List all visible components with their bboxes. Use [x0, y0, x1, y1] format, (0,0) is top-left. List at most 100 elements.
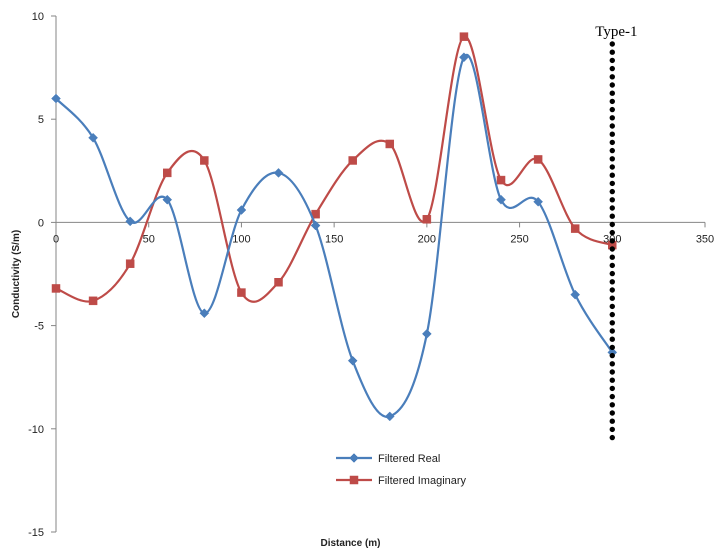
data-point-filtered-real — [422, 329, 432, 339]
annotation-dot — [609, 139, 615, 146]
annotation-dot — [609, 65, 615, 72]
series-layer — [51, 32, 618, 422]
x-tick-label: 100 — [232, 233, 250, 245]
data-point-filtered-imaginary — [496, 175, 506, 185]
annotation-dot — [609, 303, 615, 310]
annotation-dot — [609, 361, 615, 367]
y-tick-label: 5 — [38, 114, 44, 126]
y-tick-label: 10 — [32, 11, 44, 23]
y-tick-labels: 10 5 0 -5 -10 -15 — [28, 11, 44, 539]
data-point-filtered-real — [162, 194, 173, 205]
data-point-filtered-real — [310, 220, 321, 231]
series-line-filtered-real — [55, 53, 614, 418]
legend-marker-filtered-imaginary — [349, 475, 359, 485]
x-tick-label: 250 — [510, 233, 528, 245]
annotation-dot — [609, 426, 615, 433]
data-point-filtered-imaginary — [200, 156, 209, 165]
annotation-dot — [609, 41, 615, 47]
annotation-dot — [609, 287, 615, 293]
annotation-dot — [609, 74, 615, 80]
annotation-dot — [609, 164, 615, 170]
x-tick-label: 350 — [696, 233, 714, 245]
annotation-dot — [609, 229, 615, 236]
annotation-dot — [609, 369, 615, 375]
annotation-dot — [609, 98, 615, 105]
annotation-dot — [609, 385, 615, 392]
data-point-filtered-imaginary — [459, 32, 469, 41]
y-tick-label: -15 — [28, 527, 44, 539]
annotation-dot — [609, 352, 615, 359]
annotation-dot — [609, 434, 615, 441]
annotation-dot — [609, 213, 615, 219]
x-tick-label: 200 — [418, 233, 436, 245]
annotation-dot — [609, 402, 615, 408]
annotation-dot — [609, 238, 615, 244]
data-point-filtered-imaginary — [125, 259, 135, 268]
annotation-dot — [609, 106, 615, 113]
annotation-dot — [609, 377, 615, 383]
annotation-dot — [609, 180, 615, 187]
annotation-dot — [609, 115, 615, 121]
data-point-filtered-imaginary — [348, 156, 357, 165]
data-point-filtered-real — [236, 205, 247, 215]
annotation-layer — [609, 41, 615, 441]
data-point-filtered-real — [570, 289, 581, 300]
x-tick-label: 0 — [53, 233, 59, 245]
legend-label-filtered-real: Filtered Real — [378, 453, 440, 465]
y-tick-label: -10 — [28, 424, 44, 436]
x-tick-label: 50 — [143, 233, 155, 245]
series-line-filtered-imaginary — [55, 35, 613, 303]
data-point-filtered-real — [199, 308, 210, 319]
annotation-dot — [609, 57, 615, 64]
annotation-dot — [609, 172, 615, 178]
legend-marker-filtered-real — [349, 453, 359, 463]
y-tick-label: -5 — [34, 321, 44, 333]
data-point-filtered-real — [347, 355, 358, 366]
annotation-dot — [609, 393, 615, 400]
annotation-dot — [609, 295, 615, 301]
data-point-filtered-imaginary — [274, 278, 283, 287]
y-tick-label: 0 — [38, 217, 44, 229]
legend-item-filtered-imaginary: Filtered Imaginary — [336, 475, 467, 487]
x-axis-title: Distance (m) — [320, 538, 380, 549]
annotation-dot — [609, 90, 615, 96]
legend-item-filtered-real: Filtered Real — [336, 453, 440, 465]
data-point-filtered-imaginary — [570, 224, 580, 233]
annotation-dot — [609, 131, 615, 137]
annotation-dot — [609, 246, 615, 252]
annotation-dot — [609, 410, 615, 416]
data-point-filtered-imaginary — [533, 155, 543, 164]
data-point-filtered-real — [384, 411, 395, 422]
annotation-dot — [609, 418, 615, 424]
annotation-dot — [609, 147, 615, 154]
data-point-filtered-real — [533, 196, 543, 207]
data-point-filtered-real — [496, 194, 506, 205]
annotation-dot — [609, 205, 615, 211]
annotation-dot — [609, 197, 615, 203]
data-point-filtered-imaginary — [385, 139, 395, 149]
annotation-dot — [609, 82, 615, 88]
x-tick-labels: 050100150200250300350 — [53, 233, 714, 245]
data-point-filtered-imaginary — [51, 284, 61, 293]
annotation-label: Type-1 — [595, 24, 637, 40]
annotation-dot — [609, 49, 615, 55]
data-point-filtered-imaginary — [237, 288, 246, 297]
annotation-dot — [609, 279, 615, 285]
annotation-dot — [609, 123, 615, 129]
series-filtered-imaginary — [51, 32, 617, 306]
data-point-filtered-imaginary — [88, 296, 98, 306]
data-point-filtered-real — [88, 132, 98, 143]
annotation-dot — [609, 156, 615, 162]
data-point-filtered-real — [51, 93, 61, 104]
x-tick-label: 150 — [325, 233, 343, 245]
annotation-dot — [609, 221, 615, 228]
y-axis-title: Conductivity (S/m) — [11, 230, 22, 318]
annotation-dot — [609, 344, 615, 351]
annotation-dot — [609, 262, 615, 269]
legend-label-filtered-imaginary: Filtered Imaginary — [378, 475, 467, 487]
annotation-dot — [609, 320, 615, 326]
annotation-dot — [609, 336, 615, 342]
annotation-dot — [609, 270, 615, 277]
annotation-dot — [609, 311, 615, 318]
